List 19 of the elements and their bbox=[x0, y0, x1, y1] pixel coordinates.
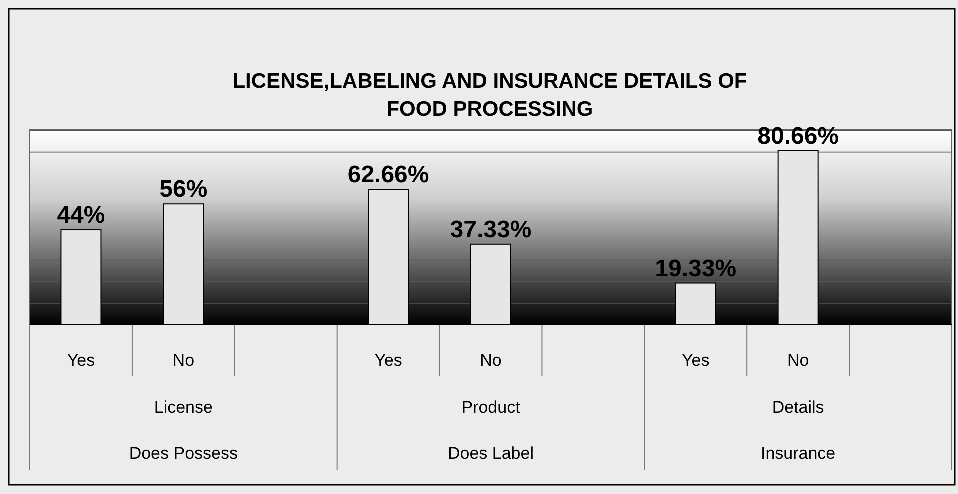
chart-title: LICENSE,LABELING AND INSURANCE DETAILS OF FOOD PROCESSING bbox=[232, 70, 748, 121]
x-tick-label: Yes bbox=[682, 351, 710, 370]
data-label: 19.33% bbox=[655, 255, 737, 282]
x-tick-label: No bbox=[480, 351, 502, 370]
x-tick-label: No bbox=[787, 351, 810, 370]
data-label: 56% bbox=[160, 176, 208, 204]
text: Does Label bbox=[448, 444, 534, 463]
x-tick-label: Yes bbox=[67, 351, 96, 370]
text: License bbox=[154, 398, 213, 417]
x-tick-label: No bbox=[172, 351, 195, 370]
data-label: 37.33% bbox=[450, 216, 532, 244]
data-label: 80.66% bbox=[758, 122, 840, 150]
text: Details bbox=[772, 398, 824, 417]
x-tick-label: Yes bbox=[374, 351, 402, 370]
text: Product bbox=[462, 398, 521, 417]
text: Insurance bbox=[760, 444, 836, 463]
text: Does Possess bbox=[129, 444, 238, 463]
data-label: 62.66% bbox=[348, 162, 430, 189]
data-label: 44% bbox=[57, 202, 106, 230]
